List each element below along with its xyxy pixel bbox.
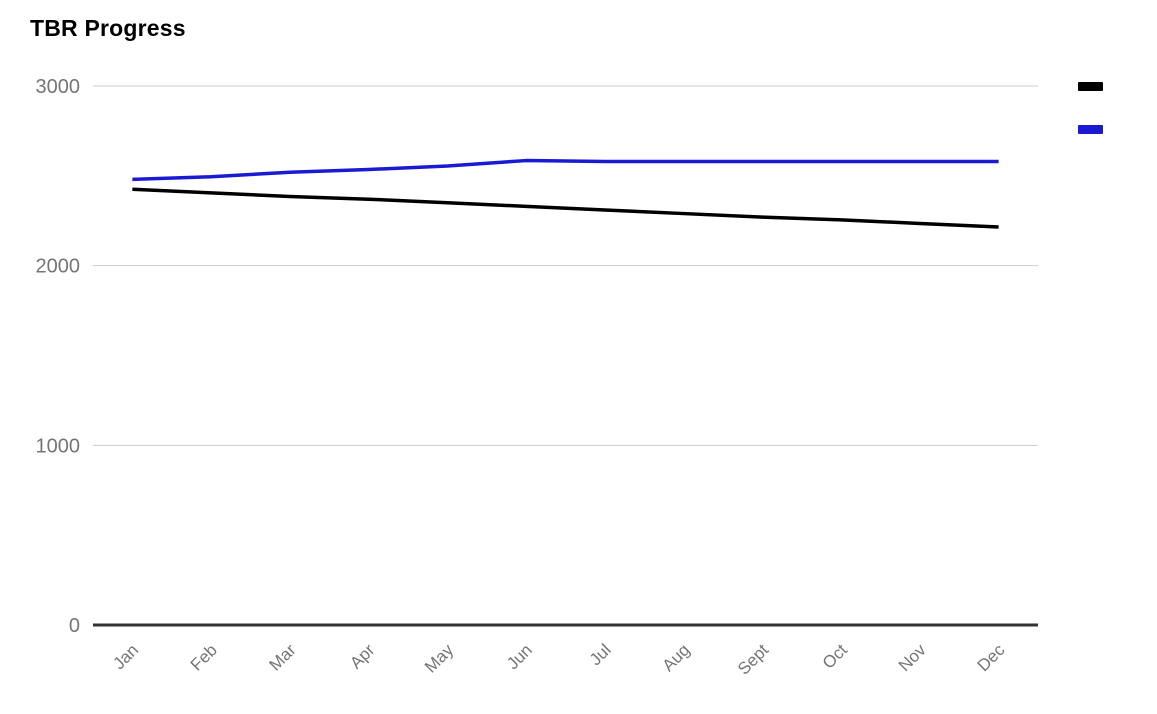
legend: [1078, 82, 1111, 168]
chart-title: TBR Progress: [30, 15, 186, 41]
legend-item-1: [1078, 82, 1111, 91]
x-tick-label: Feb: [187, 640, 221, 674]
x-tick-label: Apr: [346, 640, 378, 672]
series-line-2: [132, 158, 999, 182]
legend-swatch-1: [1078, 82, 1103, 91]
y-tick-label: 2000: [36, 256, 81, 278]
x-tick-label: Aug: [659, 640, 694, 675]
x-tick-label: Sept: [734, 640, 772, 678]
x-tick-label: May: [421, 640, 457, 676]
x-tick-label: Jul: [586, 640, 615, 669]
x-tick-label: Oct: [819, 640, 851, 672]
series-line-1: [132, 187, 999, 229]
y-tick-label: 3000: [36, 76, 81, 98]
legend-swatch-2: [1078, 125, 1103, 134]
y-tick-label: 0: [69, 615, 80, 637]
x-tick-label: Dec: [974, 640, 1009, 675]
y-tick-label: 1000: [36, 435, 81, 457]
x-tick-label: Jan: [109, 640, 142, 673]
legend-item-2: [1078, 125, 1111, 134]
x-tick-label: Mar: [266, 640, 300, 674]
x-tick-label: Jun: [503, 640, 536, 673]
x-tick-label: Nov: [895, 640, 930, 675]
